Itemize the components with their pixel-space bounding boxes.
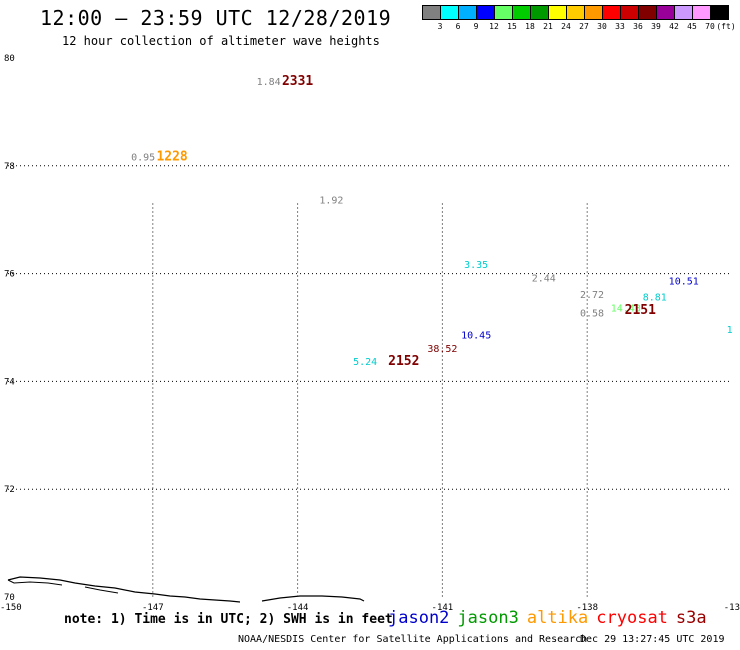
color-scale-swatch <box>693 6 711 19</box>
color-scale-swatch <box>657 6 675 19</box>
color-scale-swatch <box>585 6 603 19</box>
x-tick-label: -147 <box>142 603 164 613</box>
pass-time-label: 2152 <box>388 354 419 369</box>
color-scale-unit: (ft) <box>716 22 736 31</box>
color-scale-swatch <box>675 6 693 19</box>
swh-value-label: 3.35 <box>464 260 488 271</box>
swh-value-label: 1.92 <box>319 196 343 207</box>
color-scale-swatch <box>423 6 441 19</box>
color-scale-swatch <box>513 6 531 19</box>
y-tick-label: 78 <box>4 162 15 172</box>
color-scale-tick: 36 <box>633 22 643 31</box>
satellite-legend-item: altika <box>526 608 589 628</box>
swh-value-label: 1 <box>727 325 733 336</box>
color-scale-tick: 24 <box>561 22 571 31</box>
color-scale-tick: 9 <box>473 22 479 31</box>
color-scale-tick: 18 <box>525 22 535 31</box>
grid-layer <box>8 165 732 597</box>
color-scale-swatch <box>549 6 567 19</box>
color-scale-tick: 15 <box>507 22 517 31</box>
color-scale-swatch <box>495 6 513 19</box>
color-scale-legend: 3 6 9 12 15 18 21 24 27 30 33 36 39 42 45 70 (ft) <box>422 5 736 32</box>
swh-value-label: 38.52 <box>427 344 457 355</box>
y-tick-label: 80 <box>4 54 15 64</box>
color-scale-swatch <box>477 6 495 19</box>
color-scale-tick: 21 <box>543 22 553 31</box>
color-scale-swatch <box>639 6 657 19</box>
axis-labels: 70 72 74 76 78 80 -150 -147 -144 -141 -138 -13 <box>0 54 740 613</box>
x-tick-label: -13 <box>724 603 740 613</box>
x-tick-label: -141 <box>432 603 454 613</box>
x-tick-label: -150 <box>0 603 22 613</box>
satellite-legend-item: cryosat <box>596 608 668 628</box>
swh-value-label: 5.24 <box>353 357 377 368</box>
color-scale-swatch <box>567 6 585 19</box>
color-scale-boxes <box>422 5 729 20</box>
y-tick-label: 74 <box>4 377 15 387</box>
satellite-legend-item: jason3 <box>457 608 519 628</box>
color-scale-swatch <box>531 6 549 19</box>
color-scale-tick: 3 <box>437 22 443 31</box>
color-scale-swatch <box>459 6 477 19</box>
color-scale-tick: 45 <box>687 22 697 31</box>
x-tick-label: -138 <box>576 603 598 613</box>
swh-value-label: 0.58 <box>580 309 604 320</box>
footer-note: note: 1) Time is in UTC; 2) SWH is in fe… <box>64 612 393 627</box>
swh-value-label: 10.51 <box>669 276 699 287</box>
swh-value-label: 10.45 <box>461 330 491 341</box>
satellite-legend-item: jason2 <box>388 608 450 628</box>
swh-value-label: 14.43 <box>611 303 641 314</box>
color-scale-labels: 3 6 9 12 15 18 21 24 27 30 33 36 39 42 45 70 (ft) <box>422 20 736 32</box>
color-scale-tick: 27 <box>579 22 589 31</box>
swh-value-label: 1.84 <box>257 77 281 88</box>
color-scale-swatch <box>621 6 639 19</box>
y-tick-label: 76 <box>4 270 15 280</box>
pass-time-label: 1228 <box>156 149 187 164</box>
chart-title: 12:00 – 23:59 UTC 12/28/2019 <box>40 6 392 30</box>
swh-value-label: 0.95 <box>131 152 155 163</box>
footer-credit: NOAA/NESDIS Center for Satellite Applica… <box>238 634 588 645</box>
color-scale-tick: 6 <box>455 22 461 31</box>
y-tick-label: 72 <box>4 485 15 495</box>
color-scale-tick: 30 <box>597 22 607 31</box>
satellite-legend-item: s3a <box>675 608 707 628</box>
color-scale-tick: 33 <box>615 22 625 31</box>
pass-time-label: 2331 <box>282 74 313 89</box>
color-scale-tick: 70 <box>705 22 715 31</box>
color-scale-tick: 12 <box>489 22 499 31</box>
color-scale-tick: 39 <box>651 22 661 31</box>
satellite-legend: jason2 jason3 altika cryosat s3a <box>388 608 715 628</box>
y-tick-label: 70 <box>4 593 15 603</box>
coastline <box>7 576 365 603</box>
color-scale-swatch <box>603 6 621 19</box>
swh-value-label: 8.81 <box>643 293 667 304</box>
color-scale-swatch <box>441 6 459 19</box>
swh-labels: 1.840.951.923.352.442.720.58 14.438.8110.… <box>131 74 733 369</box>
pass-time-label: 2151 <box>625 303 656 318</box>
swh-value-label: 2.72 <box>580 290 604 301</box>
footer-datestamp: Dec 29 13:27:45 UTC 2019 <box>580 634 725 645</box>
swh-value-label: 2.44 <box>532 274 556 285</box>
color-scale-swatch <box>711 6 728 19</box>
x-tick-label: -144 <box>287 603 309 613</box>
chart-subtitle: 12 hour collection of altimeter wave hei… <box>62 34 380 48</box>
color-scale-tick: 42 <box>669 22 679 31</box>
